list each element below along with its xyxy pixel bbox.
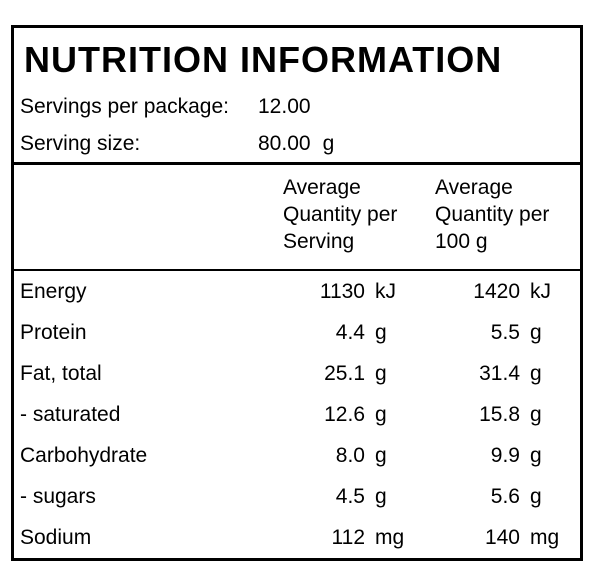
serving-size-unit: g <box>322 131 335 155</box>
per-serving-value: 25.1 <box>324 361 365 385</box>
per-serving-unit: g <box>375 402 387 426</box>
nutrient-label: - sugars <box>20 484 96 508</box>
nutrient-row: Energy 1130 kJ 1420 kJ <box>14 271 580 312</box>
nutrient-label: Fat, total <box>20 361 102 385</box>
servings-per-package-label: Servings per package: <box>20 94 229 118</box>
per-serving-unit: g <box>375 443 387 467</box>
per-serving-value: 1130 <box>319 279 365 303</box>
per-serving-column-header: Average Quantity per Serving <box>283 175 398 253</box>
divider-above-headers <box>14 162 580 165</box>
nutrient-label: Energy <box>20 279 87 303</box>
per-100g-value: 31.4 <box>479 361 520 385</box>
nutrient-row: - sugars 4.5 g 5.6 g <box>14 476 580 517</box>
nutrient-label: Protein <box>20 320 87 344</box>
per-100g-column-header: Average Quantity per 100 g <box>435 175 550 253</box>
per-100g-unit: g <box>530 320 542 344</box>
per-serving-unit: kJ <box>375 279 396 303</box>
panel-title: NUTRITION INFORMATION <box>24 39 503 80</box>
nutrient-rows: Energy 1130 kJ 1420 kJ Protein 4.4 g 5.5… <box>14 271 580 558</box>
nutrient-row: - saturated 12.6 g 15.8 g <box>14 394 580 435</box>
per-serving-unit: g <box>375 361 387 385</box>
per-100g-value: 5.6 <box>490 484 520 508</box>
serving-size-label: Serving size: <box>20 131 141 155</box>
per-serving-value: 4.4 <box>335 320 365 344</box>
servings-per-package-row: Servings per package: 12.00 <box>14 88 580 125</box>
nutrient-label: Sodium <box>20 525 92 549</box>
nutrient-label: Carbohydrate <box>20 443 148 467</box>
per-100g-unit: kJ <box>530 279 551 303</box>
nutrient-row: Sodium 112 mg 140 mg <box>14 517 580 558</box>
per-100g-value: 9.9 <box>490 443 520 467</box>
per-serving-value: 12.6 <box>324 402 365 426</box>
per-serving-value: 112 <box>331 525 365 549</box>
per-serving-unit: mg <box>375 525 405 549</box>
nutrient-row: Protein 4.4 g 5.5 g <box>14 312 580 353</box>
nutrient-label: - saturated <box>20 402 121 426</box>
per-100g-unit: g <box>530 484 542 508</box>
nutrition-panel: NUTRITION INFORMATION Servings per packa… <box>11 25 583 561</box>
per-100g-value: 15.8 <box>479 402 520 426</box>
column-headers: Average Quantity per Serving Average Qua… <box>14 165 580 269</box>
serving-size-value: 80.00 <box>258 131 311 155</box>
serving-size-row: Serving size: 80.00 g <box>14 125 580 162</box>
per-serving-value: 4.5 <box>335 484 365 508</box>
per-100g-value: 5.5 <box>490 320 520 344</box>
nutrient-row: Fat, total 25.1 g 31.4 g <box>14 353 580 394</box>
per-100g-value: 140 <box>484 525 520 549</box>
per-100g-value: 1420 <box>473 279 520 303</box>
divider-above-nutrients <box>14 268 580 271</box>
per-100g-unit: g <box>530 361 542 385</box>
nutrient-row: Carbohydrate 8.0 g 9.9 g <box>14 435 580 476</box>
per-serving-unit: g <box>375 320 387 344</box>
header-spacer <box>14 174 283 269</box>
per-100g-unit: mg <box>530 525 560 549</box>
servings-per-package-value: 12.00 <box>258 94 311 118</box>
per-serving-value: 8.0 <box>335 443 365 467</box>
per-serving-unit: g <box>375 484 387 508</box>
per-100g-unit: g <box>530 402 542 426</box>
per-100g-unit: g <box>530 443 542 467</box>
